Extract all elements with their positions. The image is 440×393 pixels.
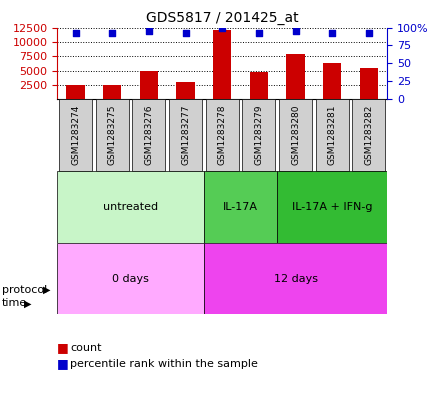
Text: GSM1283277: GSM1283277 (181, 105, 190, 165)
Point (72, 29, 79, 36)
FancyBboxPatch shape (57, 242, 204, 314)
Point (365, 29, 372, 36)
FancyBboxPatch shape (204, 171, 277, 242)
Text: ■: ■ (57, 341, 69, 354)
Point (109, 29, 116, 36)
Text: ▶: ▶ (43, 285, 51, 295)
FancyBboxPatch shape (316, 99, 349, 171)
Text: protocol: protocol (2, 285, 48, 295)
Text: IL-17A: IL-17A (223, 202, 258, 212)
Bar (140, 70, 158, 99)
Text: GSM1283275: GSM1283275 (108, 105, 117, 165)
Text: count: count (70, 343, 102, 353)
Point (145, 28, 152, 34)
Point (255, 29, 262, 36)
FancyBboxPatch shape (57, 171, 204, 242)
Bar (176, 82, 194, 99)
FancyBboxPatch shape (132, 99, 165, 171)
FancyBboxPatch shape (279, 99, 312, 171)
FancyBboxPatch shape (242, 99, 275, 171)
FancyBboxPatch shape (96, 99, 129, 171)
FancyBboxPatch shape (204, 242, 387, 314)
Bar (286, 54, 305, 99)
FancyBboxPatch shape (169, 99, 202, 171)
Bar (250, 72, 268, 99)
FancyBboxPatch shape (59, 99, 92, 171)
Title: GDS5817 / 201425_at: GDS5817 / 201425_at (146, 11, 298, 25)
Point (219, 24, 226, 31)
Text: GSM1283279: GSM1283279 (254, 105, 264, 165)
Bar (360, 68, 378, 99)
Text: percentile rank within the sample: percentile rank within the sample (70, 358, 258, 369)
Text: GSM1283281: GSM1283281 (328, 105, 337, 165)
Text: GSM1283276: GSM1283276 (144, 105, 154, 165)
Bar (213, 30, 231, 99)
Text: GSM1283282: GSM1283282 (364, 105, 374, 165)
Text: GSM1283278: GSM1283278 (218, 105, 227, 165)
Text: time: time (2, 298, 27, 309)
Point (182, 30, 189, 37)
Text: 12 days: 12 days (274, 274, 318, 283)
Point (292, 28, 299, 34)
Text: ■: ■ (57, 357, 69, 370)
Bar (66, 85, 85, 99)
Text: GSM1283274: GSM1283274 (71, 105, 80, 165)
Text: 0 days: 0 days (112, 274, 149, 283)
Text: GSM1283280: GSM1283280 (291, 105, 300, 165)
Bar (323, 63, 341, 99)
FancyBboxPatch shape (206, 99, 239, 171)
Text: IL-17A + IFN-g: IL-17A + IFN-g (292, 202, 372, 212)
FancyBboxPatch shape (352, 99, 385, 171)
Bar (103, 85, 121, 99)
FancyBboxPatch shape (277, 171, 387, 242)
Text: ▶: ▶ (24, 298, 31, 309)
Text: untreated: untreated (103, 202, 158, 212)
Point (329, 29, 336, 36)
